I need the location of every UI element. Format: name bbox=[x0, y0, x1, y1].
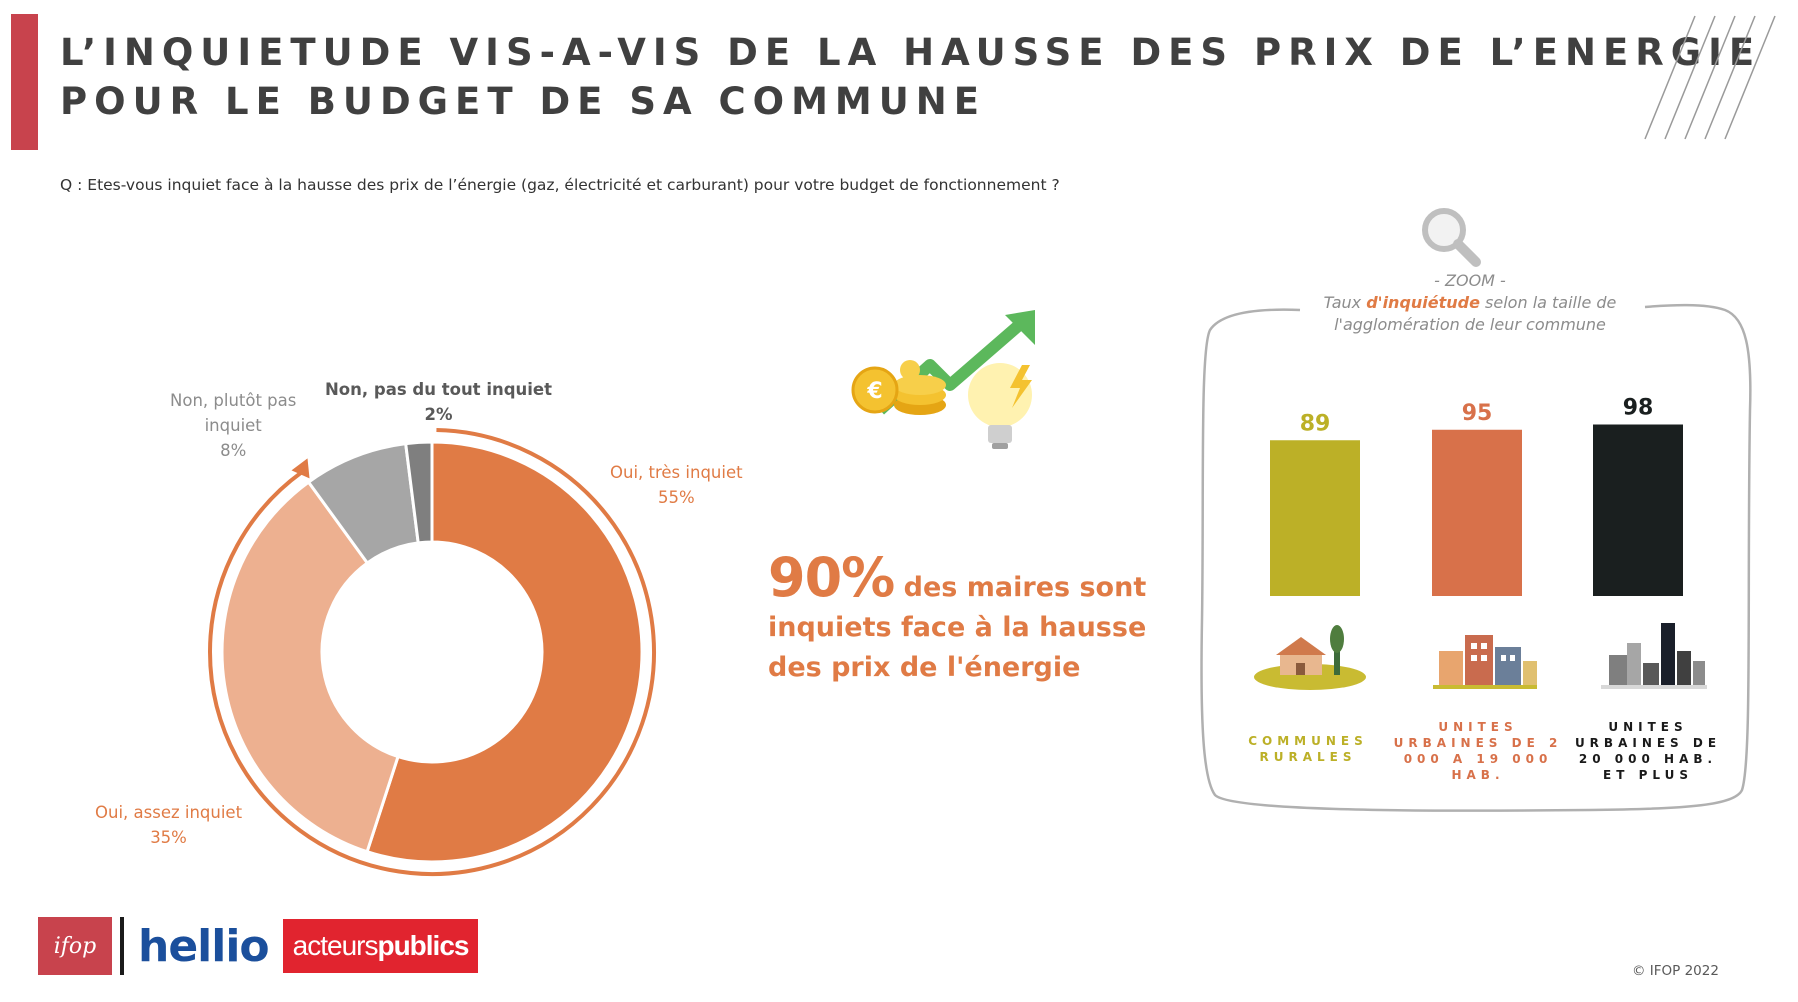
headline-percent: 90% bbox=[768, 546, 895, 609]
headline-line-2: inquiets face à la hausse bbox=[768, 612, 1147, 643]
slice-name-pas-du-tout: Non, pas du tout inquiet bbox=[325, 380, 553, 399]
slice-label-assez-inquiet: Oui, assez inquiet 35% bbox=[95, 800, 242, 850]
zoom-line1-post: selon la taille de bbox=[1479, 293, 1617, 312]
acteurs-publics-logo-light: acteurs bbox=[292, 930, 379, 961]
title-line-1: L’INQUIETUDE VIS-A-VIS DE LA HAUSSE DES … bbox=[60, 31, 1762, 74]
city-skyline-icon bbox=[1601, 623, 1707, 689]
slice-name-plutot-pas-line2: inquiet bbox=[204, 416, 262, 435]
bar-2000-19000-value: 95 bbox=[1462, 401, 1493, 426]
bar-rurales bbox=[1270, 440, 1360, 596]
hellio-logo: hellio bbox=[138, 920, 270, 972]
rural-house-icon bbox=[1254, 625, 1366, 690]
acteurs-publics-logo-bold: publics bbox=[377, 930, 469, 961]
slice-name-tres-inquiet: Oui, très inquiet bbox=[610, 463, 743, 482]
survey-question: Q : Etes-vous inquiet face à la hausse d… bbox=[60, 176, 1060, 194]
bar-chart: 89 95 98 bbox=[1270, 396, 1683, 596]
slice-value-assez-inquiet: 35% bbox=[150, 828, 187, 847]
slice-pas-du-tout bbox=[404, 440, 434, 545]
slice-value-pas-du-tout: 2% bbox=[424, 405, 453, 424]
zoom-title: - ZOOM - Taux d'inquiétude selon la tail… bbox=[1305, 270, 1635, 336]
headline-line-1: des maires sont bbox=[903, 572, 1147, 603]
bar-20000-plus bbox=[1593, 424, 1683, 596]
acteurs-publics-logo: acteurs publics bbox=[282, 919, 479, 973]
town-buildings-icon bbox=[1433, 635, 1537, 689]
bar-20000-plus-value: 98 bbox=[1623, 396, 1654, 421]
bar-caption-2000-19000: UNITES URBAINES DE 2 000 A 19 000 HAB. bbox=[1393, 720, 1563, 782]
slice-label-plutot-pas: Non, plutôt pas inquiet 8% bbox=[170, 388, 296, 463]
bar-caption-rurales: COMMUNES RURALES bbox=[1248, 734, 1368, 764]
slice-name-plutot-pas-line1: Non, plutôt pas bbox=[170, 391, 297, 410]
donut-slices bbox=[220, 440, 644, 864]
energy-price-icon: € bbox=[851, 310, 1035, 449]
slice-value-tres-inquiet: 55% bbox=[657, 488, 695, 507]
zoom-line2: l'agglomération de leur commune bbox=[1334, 315, 1606, 334]
logo-separator bbox=[120, 917, 124, 975]
magnifier-icon bbox=[1422, 208, 1481, 267]
slice-label-pas-du-tout: Non, pas du tout inquiet 2% bbox=[325, 377, 552, 427]
bar-caption-20000-plus: UNITES URBAINES DE 20 000 HAB. ET PLUS bbox=[1574, 720, 1722, 782]
donut-accent-arrowhead bbox=[291, 458, 310, 479]
ifop-logo: ifop bbox=[38, 917, 112, 975]
bar-rurales-value: 89 bbox=[1300, 411, 1331, 436]
coins-icon: € bbox=[851, 360, 946, 415]
page-title: L’INQUIETUDE VIS-A-VIS DE LA HAUSSE DES … bbox=[60, 28, 1762, 126]
svg-text:€: € bbox=[866, 379, 882, 404]
decorative-hatch bbox=[1644, 15, 1776, 140]
zoom-label: - ZOOM - bbox=[1434, 271, 1506, 290]
zoom-line1-pre: Taux bbox=[1323, 293, 1367, 312]
bar-2000-19000 bbox=[1432, 429, 1522, 596]
copyright: © IFOP 2022 bbox=[1632, 963, 1719, 979]
zoom-line1-highlight: d'inquiétude bbox=[1366, 293, 1480, 312]
zoom-frame bbox=[1200, 303, 1752, 812]
title-line-2: POUR LE BUDGET DE SA COMMUNE bbox=[60, 80, 987, 123]
headline-block: 90% des maires sont inquiets face à la h… bbox=[768, 548, 1148, 688]
slice-assez-inquiet bbox=[220, 480, 400, 854]
slice-tres-inquiet bbox=[365, 440, 644, 864]
donut-accent-arc bbox=[208, 428, 656, 876]
slice-label-tres-inquiet: Oui, très inquiet 55% bbox=[610, 460, 743, 510]
slice-name-assez-inquiet: Oui, assez inquiet bbox=[95, 803, 243, 822]
slice-value-plutot-pas: 8% bbox=[220, 441, 247, 460]
headline-line-3: des prix de l'énergie bbox=[768, 652, 1081, 683]
light-bulb-icon bbox=[968, 363, 1032, 449]
partner-logos: ifop hellio acteurs publics bbox=[38, 917, 479, 975]
title-accent-bar bbox=[11, 14, 38, 150]
